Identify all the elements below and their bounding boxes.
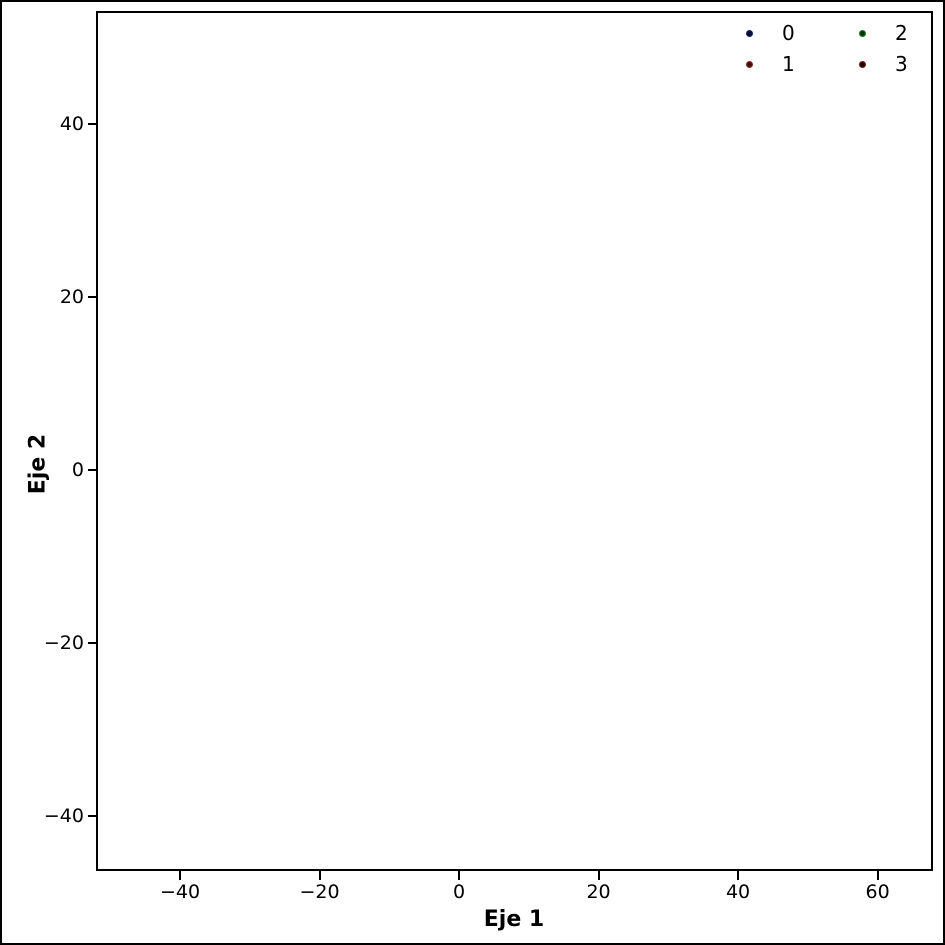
x-tick-label: 20 <box>586 881 611 903</box>
legend-marker-2-icon <box>859 30 866 37</box>
x-tick-label: 60 <box>865 881 890 903</box>
x-tick <box>876 871 879 880</box>
y-tick <box>88 122 97 125</box>
y-tick-label: 0 <box>71 458 84 481</box>
legend: 0 1 2 3 <box>746 22 908 76</box>
y-tick <box>88 295 97 298</box>
y-tick <box>88 814 97 817</box>
legend-item-1: 1 <box>746 53 859 76</box>
legend-label-1: 1 <box>782 52 795 76</box>
x-tick-label: −40 <box>159 881 201 903</box>
legend-label-2: 2 <box>895 21 908 45</box>
x-tick <box>458 871 461 880</box>
x-tick-label: 0 <box>452 881 466 903</box>
y-tick-label: 40 <box>59 112 84 135</box>
plot-area <box>96 11 933 871</box>
legend-marker-3-icon <box>859 61 866 68</box>
x-tick-label: 40 <box>725 881 751 903</box>
legend-label-3: 3 <box>895 52 908 76</box>
y-tick-label: −20 <box>43 631 84 654</box>
legend-marker-1-icon <box>746 61 753 68</box>
x-tick-label: −20 <box>299 881 340 903</box>
y-tick <box>88 468 97 471</box>
y-tick-label: −40 <box>43 804 84 827</box>
x-tick <box>318 871 321 880</box>
x-tick <box>737 871 740 880</box>
x-axis-label: Eje 1 <box>483 907 545 932</box>
y-axis-label: Eje 2 <box>25 433 51 495</box>
legend-label-0: 0 <box>782 21 795 45</box>
legend-item-3: 3 <box>859 53 908 76</box>
legend-marker-0-icon <box>746 30 753 37</box>
legend-item-0: 0 <box>746 22 859 45</box>
x-tick <box>179 871 181 880</box>
y-tick <box>88 641 97 644</box>
legend-item-2: 2 <box>859 22 908 45</box>
x-tick <box>597 871 600 880</box>
y-tick-label: 20 <box>59 285 84 308</box>
